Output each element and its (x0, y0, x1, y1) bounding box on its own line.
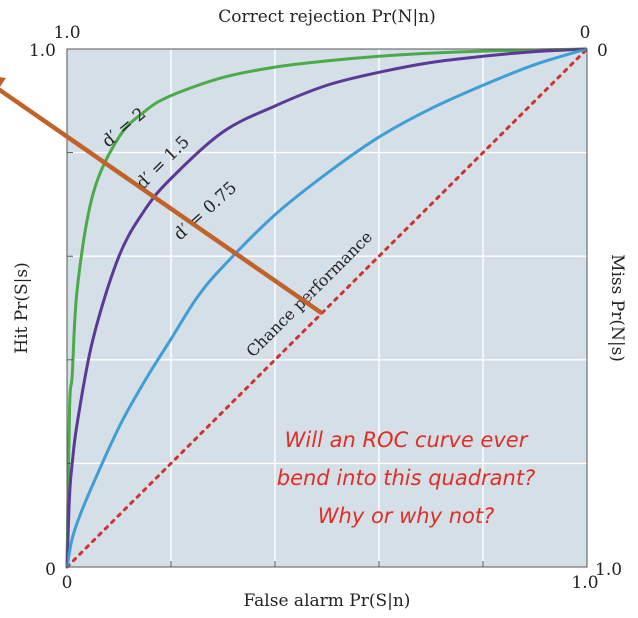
y-axis-title: Hit Pr(S|s) (12, 262, 32, 353)
x-tick-label-left: 0 (62, 573, 73, 593)
y-tick-label-top: 1.0 (29, 41, 56, 61)
top-axis-title: Correct rejection Pr(N|n) (218, 7, 436, 27)
roc-curve-075 (65, 47, 588, 568)
chance-line (65, 47, 589, 569)
right-tick-label-top: 0 (597, 41, 608, 61)
roc-curves (65, 47, 588, 568)
x-tick-label-right: 1.0 (571, 573, 598, 593)
right-tick-label-bottom: 1.0 (595, 560, 622, 580)
top-tick-label-left: 1.0 (53, 23, 80, 43)
y-tick-label-bottom: 0 (45, 560, 56, 580)
axis-ticks (67, 152, 484, 567)
annotation-line-3: Why or why not? (318, 504, 494, 528)
top-tick-label-right: 0 (580, 23, 591, 43)
direction-arrow (0, 73, 324, 316)
roc-curve-2 (65, 47, 588, 568)
roc-curve-15 (65, 47, 588, 568)
plot-frame (66, 48, 588, 568)
grid (67, 49, 587, 567)
annotation-line-2: bend into this quadrant? (277, 466, 536, 490)
right-axis-title: Miss Pr(N|s) (607, 254, 627, 362)
annotation-line-1: Will an ROC curve ever (285, 428, 529, 452)
x-axis-title: False alarm Pr(S|n) (244, 591, 411, 611)
